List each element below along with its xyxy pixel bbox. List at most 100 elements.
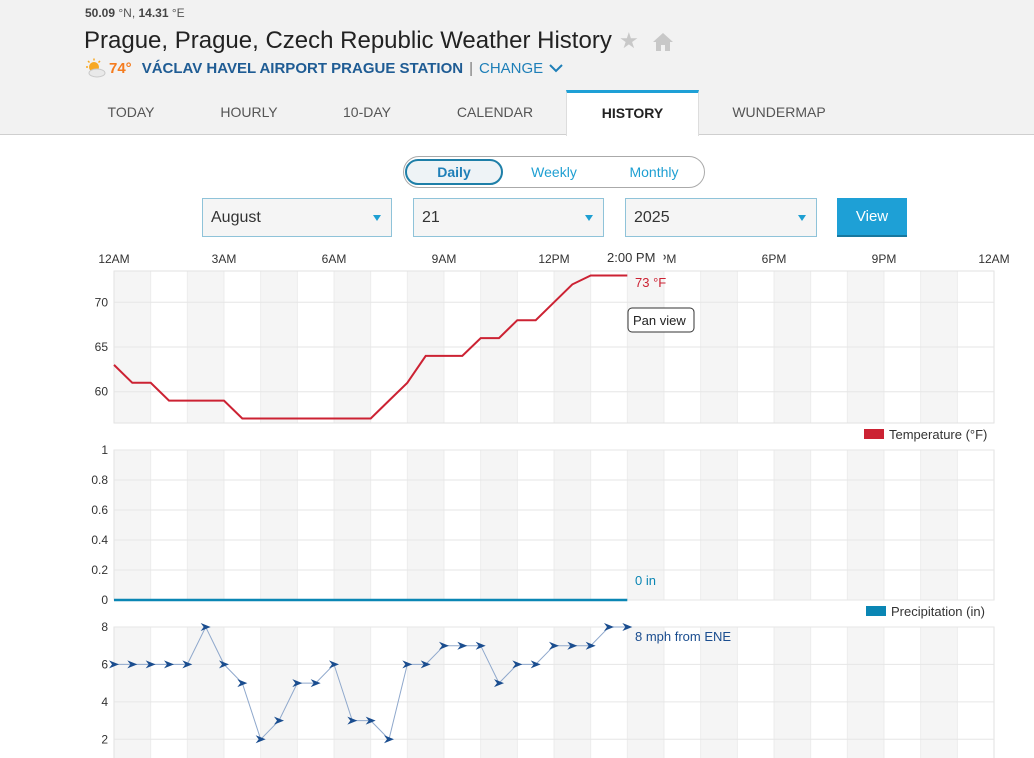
station-name[interactable]: VÁCLAV HAVEL AIRPORT PRAGUE STATION (141, 59, 464, 77)
hour-band (627, 627, 664, 758)
hour-band (260, 450, 298, 600)
wind-arrow-marker (200, 623, 211, 631)
home-icon[interactable] (652, 31, 674, 53)
latitude-unit: °N, (115, 6, 139, 20)
latitude: 50.09 (85, 6, 116, 20)
hour-band (920, 627, 958, 758)
period-toggle: Daily Weekly Monthly (403, 156, 705, 188)
wind-arrow-marker (292, 679, 303, 688)
caret-down-icon (373, 215, 381, 221)
day-select[interactable]: 21 (413, 198, 604, 237)
y-tick-label: 65 (95, 340, 109, 354)
hour-band (260, 627, 298, 758)
tab-history[interactable]: HISTORY (566, 90, 699, 136)
wind-arrow-marker (512, 660, 523, 669)
wind-direction-markers (109, 623, 633, 744)
y-tick-label: 0.2 (91, 563, 108, 577)
precipitation-panel: 0 0.2 0.4 0.6 0.8 1 0 in Precipitation (in) (91, 443, 995, 619)
y-tick-label: 0.8 (91, 473, 108, 487)
x-tick-label: 9AM (432, 252, 457, 266)
view-button[interactable]: View (837, 198, 907, 237)
wind-arrow-marker (439, 641, 449, 650)
y-tick-label: 0.6 (91, 503, 108, 517)
y-tick-label: 60 (95, 385, 109, 399)
wind-arrow-marker (274, 716, 284, 725)
wind-arrow-marker (475, 641, 486, 650)
month-value: August (211, 209, 261, 226)
month-select[interactable]: August (202, 198, 392, 237)
star-icon[interactable]: ★ (619, 28, 639, 53)
monthly-toggle[interactable]: Monthly (629, 164, 679, 180)
year-value: 2025 (634, 209, 670, 226)
wind-arrow-marker (310, 679, 321, 688)
hour-band (774, 627, 811, 758)
daily-toggle[interactable]: Daily (405, 159, 503, 185)
pan-view-button[interactable] (627, 307, 695, 333)
wind-arrow-marker (365, 716, 376, 725)
y-tick-label: 70 (95, 295, 109, 309)
wind-arrow-marker (549, 641, 559, 650)
chevron-down-icon[interactable] (548, 61, 564, 75)
x-tick-label: 9PM (872, 252, 897, 266)
page-title: Prague, Prague, Czech Republic Weather H… (84, 27, 612, 54)
hour-band (114, 627, 151, 758)
tab-wundermap[interactable]: WUNDERMAP (732, 104, 826, 120)
temperature-panel: 60 65 70 2:00 PM 73 °F Pan view Temperatur… (95, 250, 995, 442)
hour-band (334, 450, 371, 600)
year-select[interactable]: 2025 (625, 198, 817, 237)
wind-arrow-marker (585, 641, 596, 650)
wind-hover-value: 8 mph from ENE (635, 629, 731, 644)
longitude-unit: °E (168, 6, 185, 20)
current-temperature: 74° (109, 59, 132, 77)
wind-arrow-marker (109, 660, 119, 669)
y-tick-label: 1 (101, 443, 108, 457)
wind-arrow-marker (420, 660, 431, 669)
x-tick-label: 12AM (98, 252, 129, 266)
x-tick-label: 12AM (978, 252, 1009, 266)
change-station-link[interactable]: CHANGE (479, 59, 544, 77)
hour-band (554, 627, 591, 758)
y-tick-label: 4 (101, 695, 108, 709)
wind-arrow-marker (164, 660, 174, 669)
wind-arrow-marker (494, 679, 504, 688)
temperature-legend-swatch (864, 429, 884, 439)
separator: | (469, 59, 473, 77)
hour-bands (113, 271, 995, 758)
pan-view-label: Pan view (633, 313, 686, 328)
wind-arrow-marker (127, 660, 138, 669)
caret-down-icon (798, 215, 806, 221)
tab-hourly[interactable]: HOURLY (220, 104, 278, 120)
wind-arrow-marker (219, 660, 229, 669)
wind-arrow-marker (329, 660, 339, 669)
x-tick-label: 6AM (322, 252, 347, 266)
weekly-toggle[interactable]: Weekly (531, 164, 577, 180)
wind-arrow-marker (567, 641, 578, 650)
tab-10-day[interactable]: 10-DAY (343, 104, 391, 120)
tab-today[interactable]: TODAY (107, 104, 155, 120)
longitude: 14.31 (138, 6, 169, 20)
wind-arrow-marker (384, 735, 394, 744)
hour-band (700, 627, 738, 758)
precipitation-legend-label[interactable]: Precipitation (in) (891, 604, 985, 619)
wind-arrow-marker (255, 735, 266, 744)
tab-calendar[interactable]: CALENDAR (456, 104, 534, 120)
nav-tabs: TODAY HOURLY 10-DAY CALENDAR HISTORY WUN… (0, 90, 1034, 136)
wind-arrow-marker (530, 660, 541, 669)
caret-down-icon (585, 215, 593, 221)
day-value: 21 (422, 209, 440, 226)
hour-band (480, 627, 518, 758)
hover-time-label: 2:00 PM (607, 250, 655, 265)
wind-y-axis: 2 4 6 8 (101, 620, 108, 746)
hour-band (847, 627, 884, 758)
temperature-legend-label[interactable]: Temperature (°F) (889, 427, 987, 442)
hour-band (187, 627, 224, 758)
y-tick-label: 2 (101, 732, 108, 746)
wind-arrow-marker (237, 679, 248, 688)
location-header: 50.09 °N, 14.31 °E Prague, Prague, Czech… (0, 0, 1034, 136)
wind-arrow-marker (145, 660, 156, 669)
precipitation-hover-value: 0 in (635, 573, 656, 588)
precipitation-legend-swatch (866, 606, 886, 616)
temperature-y-axis: 60 65 70 (95, 295, 109, 398)
